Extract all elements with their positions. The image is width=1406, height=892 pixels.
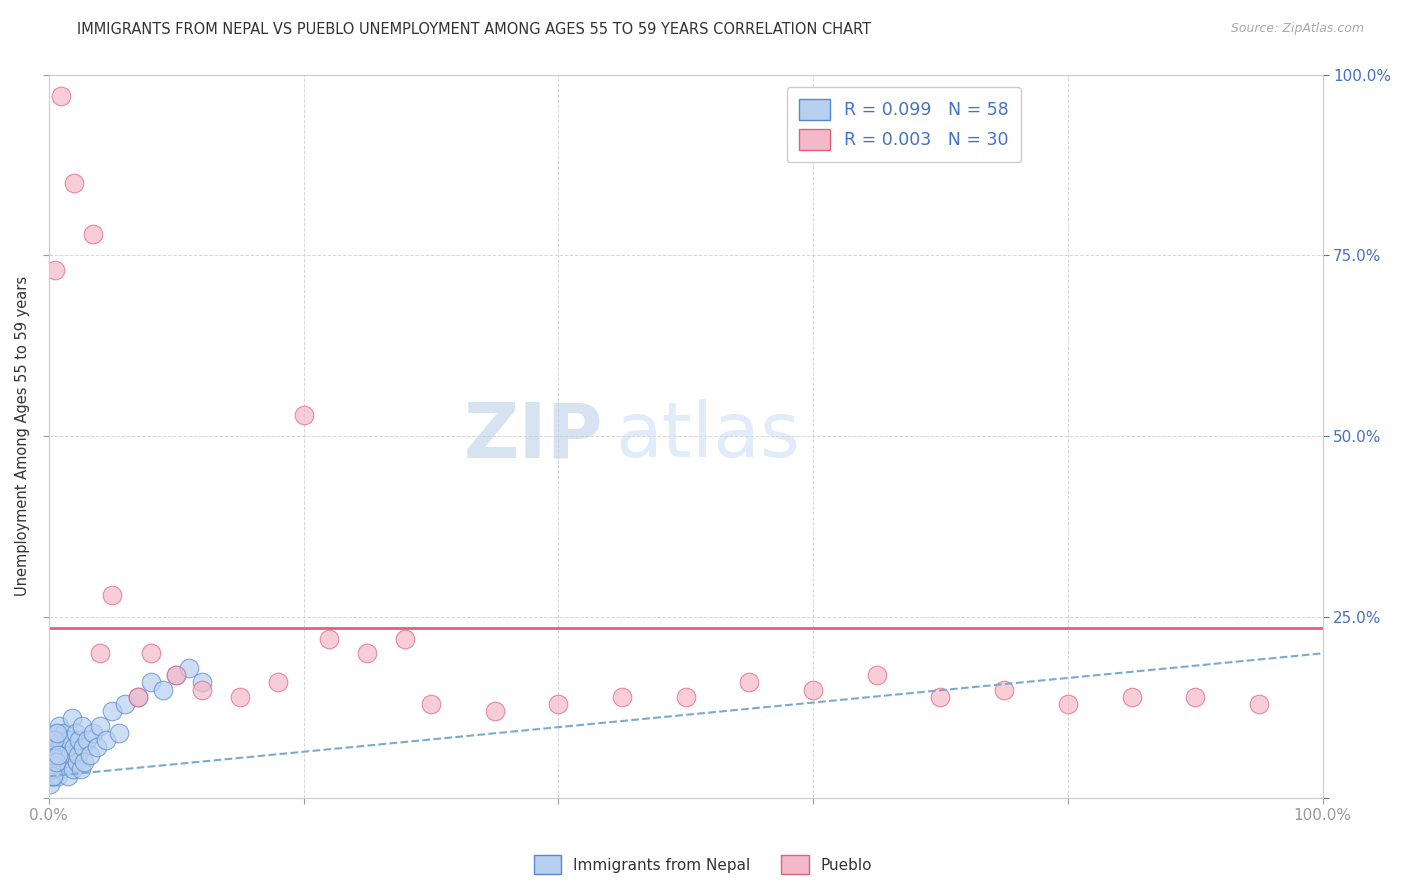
Point	[46, 769, 69, 783]
Point	[39, 762, 62, 776]
Point	[46, 726, 69, 740]
Point	[51, 733, 73, 747]
Point	[190, 675, 212, 690]
Point	[108, 726, 131, 740]
Point	[67, 733, 90, 747]
Point	[101, 704, 124, 718]
Point	[49, 755, 72, 769]
Point	[177, 661, 200, 675]
Point	[127, 690, 149, 704]
Point	[165, 668, 187, 682]
Point	[48, 740, 70, 755]
Point	[42, 769, 65, 783]
Point	[993, 682, 1015, 697]
Point	[82, 726, 104, 740]
Point	[484, 704, 506, 718]
Point	[73, 755, 96, 769]
Point	[53, 755, 76, 769]
Point	[76, 733, 98, 747]
Point	[39, 769, 62, 783]
Point	[59, 747, 82, 762]
Point	[356, 646, 378, 660]
Point	[229, 690, 252, 704]
Point	[1247, 697, 1270, 711]
Point	[101, 589, 124, 603]
Point	[55, 740, 77, 755]
Point	[67, 747, 90, 762]
Point	[45, 726, 67, 740]
Point	[292, 408, 315, 422]
Point	[1056, 697, 1078, 711]
Point	[65, 726, 87, 740]
Point	[44, 733, 66, 747]
Text: IMMIGRANTS FROM NEPAL VS PUEBLO UNEMPLOYMENT AMONG AGES 55 TO 59 YEARS CORRELATI: IMMIGRANTS FROM NEPAL VS PUEBLO UNEMPLOY…	[77, 22, 872, 37]
Point	[72, 740, 94, 755]
Point	[82, 227, 104, 241]
Point	[127, 690, 149, 704]
Point	[89, 719, 111, 733]
Point	[89, 646, 111, 660]
Point	[114, 697, 136, 711]
Point	[152, 682, 174, 697]
Point	[41, 747, 63, 762]
Point	[56, 769, 79, 783]
Point	[675, 690, 697, 704]
Point	[547, 697, 569, 711]
Point	[46, 747, 69, 762]
Point	[267, 675, 290, 690]
Point	[610, 690, 633, 704]
Point	[39, 755, 62, 769]
Point	[63, 176, 86, 190]
Legend: R = 0.099   N = 58, R = 0.003   N = 30: R = 0.099 N = 58, R = 0.003 N = 30	[787, 87, 1021, 162]
Point	[42, 747, 65, 762]
Point	[41, 740, 63, 755]
Point	[190, 682, 212, 697]
Point	[62, 762, 84, 776]
Point	[929, 690, 952, 704]
Text: Source: ZipAtlas.com: Source: ZipAtlas.com	[1230, 22, 1364, 36]
Legend: Immigrants from Nepal, Pueblo: Immigrants from Nepal, Pueblo	[527, 849, 879, 880]
Point	[394, 632, 416, 646]
Point	[45, 755, 67, 769]
Point	[139, 675, 162, 690]
Point	[866, 668, 889, 682]
Text: ZIP: ZIP	[464, 400, 603, 474]
Point	[42, 769, 65, 783]
Point	[94, 733, 117, 747]
Point	[1184, 690, 1206, 704]
Point	[79, 747, 101, 762]
Point	[70, 719, 93, 733]
Point	[58, 733, 80, 747]
Point	[45, 762, 67, 776]
Point	[48, 719, 70, 733]
Point	[53, 726, 76, 740]
Point	[69, 762, 91, 776]
Point	[60, 711, 83, 725]
Y-axis label: Unemployment Among Ages 55 to 59 years: Unemployment Among Ages 55 to 59 years	[15, 277, 30, 597]
Point	[44, 755, 66, 769]
Point	[165, 668, 187, 682]
Point	[738, 675, 761, 690]
Point	[51, 762, 73, 776]
Point	[1121, 690, 1143, 704]
Point	[139, 646, 162, 660]
Point	[41, 762, 63, 776]
Point	[318, 632, 340, 646]
Point	[63, 740, 86, 755]
Point	[419, 697, 441, 711]
Point	[801, 682, 824, 697]
Point	[52, 747, 75, 762]
Point	[44, 733, 66, 747]
Text: atlas: atlas	[616, 400, 800, 474]
Point	[51, 89, 73, 103]
Point	[44, 263, 66, 277]
Point	[86, 740, 108, 755]
Point	[46, 747, 69, 762]
Point	[66, 755, 89, 769]
Point	[39, 776, 62, 790]
